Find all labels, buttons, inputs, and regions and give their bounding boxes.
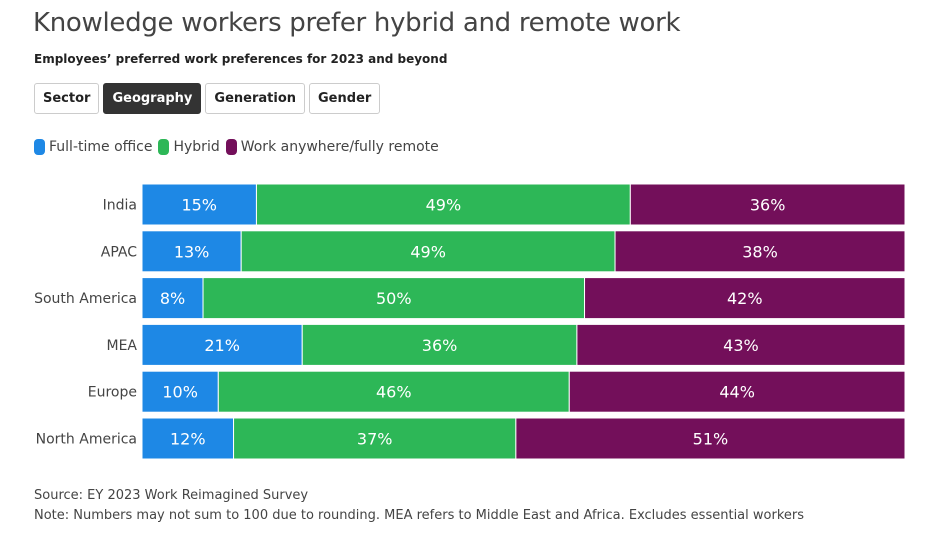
bar-segment	[614, 230, 906, 273]
data-label: 12%	[170, 430, 206, 449]
bar-segment	[576, 323, 906, 366]
legend: Full-time office Hybrid Work anywhere/fu…	[34, 139, 439, 155]
data-label: 43%	[723, 336, 759, 355]
tab-geography[interactable]: Geography	[103, 83, 202, 114]
bar-segment	[202, 277, 586, 320]
data-label: 50%	[376, 289, 412, 308]
bar-segment	[301, 323, 578, 366]
tab-sector[interactable]: Sector	[34, 83, 100, 114]
data-label: 8%	[160, 289, 185, 308]
data-label: 44%	[719, 383, 755, 402]
data-label: 13%	[174, 242, 210, 261]
category-label: MEA	[106, 338, 137, 354]
legend-item-remote: Work anywhere/fully remote	[225, 139, 439, 155]
bar-segment	[584, 277, 906, 320]
bar-segment	[141, 230, 242, 273]
data-label: 46%	[376, 383, 412, 402]
data-label: 37%	[357, 430, 393, 449]
data-label: 51%	[693, 430, 729, 449]
tab-gender[interactable]: Gender	[309, 83, 381, 114]
bar-segment	[240, 230, 616, 273]
tab-generation[interactable]: Generation	[205, 83, 306, 114]
data-label: 49%	[426, 196, 462, 215]
legend-swatch	[225, 139, 237, 155]
data-label: 36%	[750, 196, 786, 215]
legend-label: Full-time office	[49, 139, 153, 155]
category-label: Europe	[88, 385, 137, 401]
bar-segment	[141, 323, 303, 366]
data-label: 49%	[410, 242, 446, 261]
category-label: North America	[36, 432, 137, 448]
source-note: Source: EY 2023 Work Reimagined Survey	[34, 488, 309, 503]
data-label: 38%	[742, 242, 778, 261]
bar-segment	[141, 183, 257, 226]
bar-segment	[515, 417, 906, 460]
filter-tabs: Sector Geography Generation Gender	[34, 83, 381, 114]
bar-segment	[629, 183, 906, 226]
legend-item-office: Full-time office	[34, 139, 152, 155]
data-label: 21%	[204, 336, 240, 355]
bar-segment	[255, 183, 631, 226]
data-label: 10%	[162, 383, 198, 402]
bar-segment	[233, 417, 517, 460]
bar-segment	[217, 370, 570, 413]
category-label: APAC	[101, 244, 137, 260]
legend-swatch	[34, 139, 45, 155]
legend-swatch	[158, 139, 170, 155]
bar-segment	[141, 370, 219, 413]
chart-title: Knowledge workers prefer hybrid and remo…	[33, 8, 681, 38]
legend-label: Hybrid	[173, 139, 220, 155]
data-label: 36%	[422, 336, 458, 355]
data-label: 15%	[181, 196, 217, 215]
category-label: South America	[34, 291, 137, 307]
legend-item-hybrid: Hybrid	[158, 139, 220, 155]
bar-segment	[568, 370, 906, 413]
data-label: 42%	[727, 289, 763, 308]
legend-label: Work anywhere/fully remote	[240, 139, 439, 155]
footnote: Note: Numbers may not sum to 100 due to …	[34, 508, 804, 523]
category-label: India	[103, 198, 137, 214]
chart-subtitle: Employees’ preferred work preferences fo…	[34, 52, 448, 66]
